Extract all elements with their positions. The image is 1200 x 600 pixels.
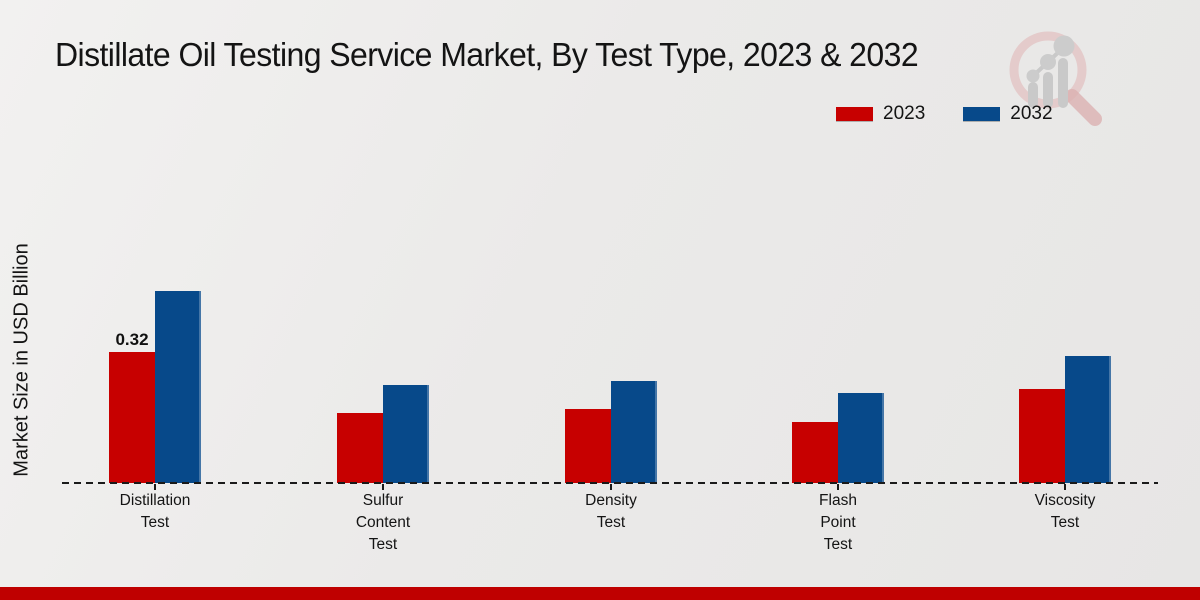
legend-item-2032: 2032	[963, 103, 1053, 125]
legend: 2023 2032	[836, 103, 1053, 125]
market-research-logo-icon	[1009, 31, 1102, 126]
legend-label-2032: 2032	[1010, 103, 1053, 124]
x-axis-tick	[837, 484, 839, 490]
y-axis-label: Market Size in USD Billion	[10, 243, 33, 477]
legend-swatch-2023	[836, 107, 873, 121]
x-axis-tick	[610, 484, 612, 490]
bar-2032-sulfur-content-test	[383, 385, 429, 483]
bar-2032-flash-point-test	[838, 393, 884, 483]
bar-value-label-2023: 0.32	[115, 330, 149, 349]
category-label-viscosity-test: Viscosity Test	[1034, 492, 1096, 531]
bar-2023-flash-point-test	[792, 422, 838, 483]
footer-accent-bar	[0, 587, 1200, 600]
x-axis-tick	[382, 484, 384, 490]
x-axis-tick	[1064, 484, 1066, 490]
legend-item-2023: 2023	[836, 103, 925, 125]
bar-2023-viscosity-test	[1019, 389, 1065, 483]
category-label-density-test: Density Test	[585, 492, 637, 531]
bar-2023-distillation-test	[109, 352, 155, 483]
x-axis-baseline	[62, 482, 1158, 484]
bar-2032-density-test	[611, 381, 657, 483]
plot-area: Distillation Test Sulfur Content Test Density…	[62, 0, 1158, 600]
category-label-distillation-test: Distillation Test	[119, 492, 191, 531]
chart-title: Distillate Oil Testing Service Market, B…	[55, 36, 919, 73]
legend-label-2023: 2023	[883, 103, 926, 124]
legend-swatch-2032	[963, 107, 1001, 121]
bar-2023-density-test	[565, 409, 611, 483]
category-label-flash-point-test: Flash Point Test	[819, 492, 857, 553]
category-label-sulfur-content-test: Sulfur Content Test	[355, 492, 411, 553]
bar-2032-viscosity-test	[1065, 356, 1111, 483]
bar-2023-sulfur-content-test	[337, 413, 383, 483]
x-axis-tick	[154, 484, 156, 490]
bar-2032-distillation-test	[155, 291, 201, 483]
